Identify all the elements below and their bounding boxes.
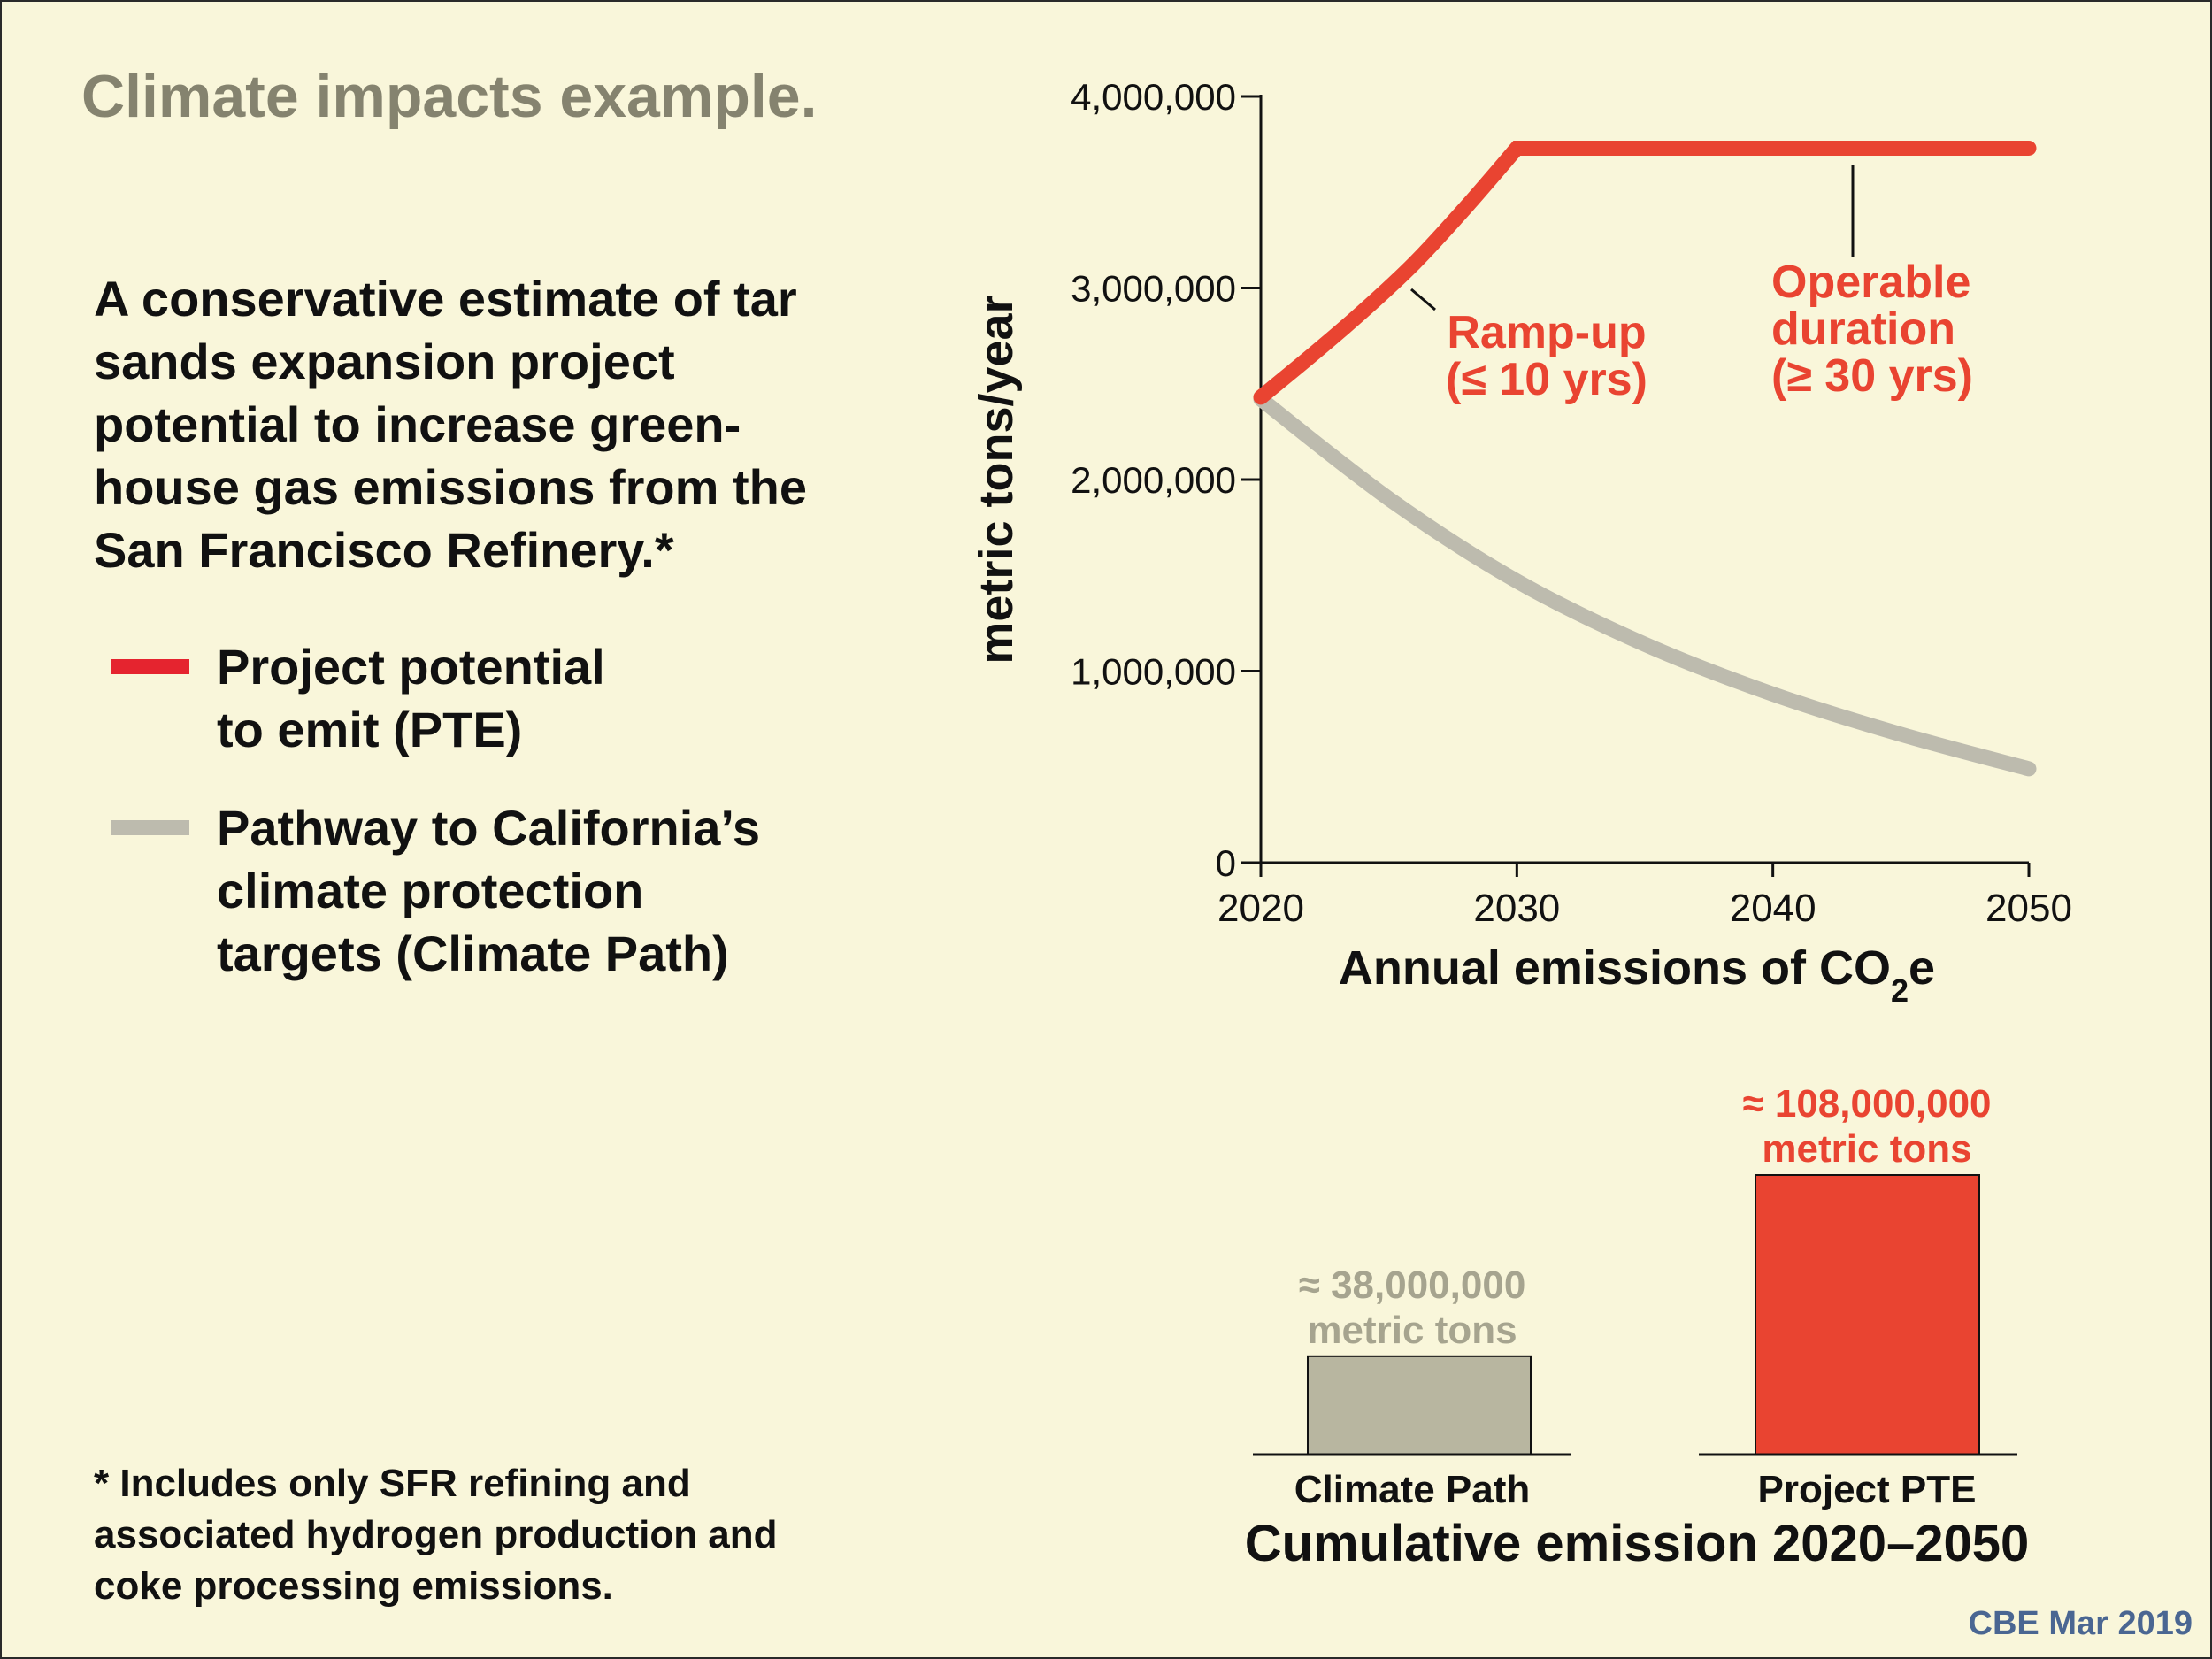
y-tick-label: 0 xyxy=(1216,842,1236,884)
legend-label-climate-line1: Pathway to California’s xyxy=(217,800,761,856)
x-tick-label: 2030 xyxy=(1473,887,1560,930)
annotation-operable-line2: duration xyxy=(1771,303,1955,355)
x-axis-label-tail: e xyxy=(1909,941,1935,995)
annotation-ramp-up-line1: Ramp-up xyxy=(1447,307,1646,358)
y-axis-label: metric tons/year xyxy=(970,295,1023,664)
x-tick-label: 2050 xyxy=(1985,887,2072,930)
bar-category-label: Climate Path xyxy=(1294,1468,1531,1511)
series-line-climate-path xyxy=(1253,391,2037,777)
y-tick-label: 4,000,000 xyxy=(1071,76,1236,118)
bar-project-pte xyxy=(1755,1174,1980,1455)
legend-swatch-climate-path xyxy=(111,820,189,835)
x-axis-label-sub: 2 xyxy=(1891,972,1909,1009)
page-title: Climate impacts example. xyxy=(81,63,818,130)
bar-value-label: ≈ 108,000,000 xyxy=(1742,1082,1991,1125)
footnote: * Includes only SFR refining and associa… xyxy=(94,1462,778,1608)
legend-label-pte-line2: to emit (PTE) xyxy=(217,702,523,757)
annotation-ramp-up-line2: (≤ 10 yrs) xyxy=(1446,354,1647,405)
y-tick-label: 2,000,000 xyxy=(1071,459,1236,501)
x-tick-label: 2040 xyxy=(1730,887,1816,930)
headline: A conservative estimate of tar sands exp… xyxy=(94,271,807,578)
annotation-operable-line1: Operable xyxy=(1771,257,1970,308)
legend-label-climate-line3: targets (Climate Path) xyxy=(217,926,729,981)
bar-value-unit-label: metric tons xyxy=(1762,1127,1971,1171)
bar-value-label: ≈ 38,000,000 xyxy=(1299,1263,1526,1307)
x-axis-label: Annual emissions of CO2e xyxy=(1339,941,1935,1009)
y-tick-label: 3,000,000 xyxy=(1071,268,1236,310)
bar-category-label: Project PTE xyxy=(1758,1468,1977,1511)
credit: CBE Mar 2019 xyxy=(1968,1605,2193,1642)
x-axis-label-main: Annual emissions of CO xyxy=(1339,941,1891,995)
legend-label-climate-line2: climate protection xyxy=(217,863,644,918)
bar-climate-path xyxy=(1307,1355,1532,1456)
legend-label-pte-line1: Project potential xyxy=(217,639,605,695)
bar-value-unit-label: metric tons xyxy=(1307,1309,1517,1352)
bar-chart-title: Cumulative emission 2020–2050 xyxy=(1245,1515,2030,1572)
y-tick-label: 1,000,000 xyxy=(1071,651,1236,693)
legend-label-pte: Project potential to emit (PTE) xyxy=(217,635,854,761)
series-line-pte xyxy=(1253,140,2037,405)
legend-swatch-pte xyxy=(111,659,189,674)
x-tick-label: 2020 xyxy=(1217,887,1304,930)
legend-label-climate-path: Pathway to California’s climate protecti… xyxy=(217,796,854,985)
annotation-operable-line3: (≥ 30 yrs) xyxy=(1771,350,1973,402)
annotation-leader-ramp-up xyxy=(1410,288,1436,311)
